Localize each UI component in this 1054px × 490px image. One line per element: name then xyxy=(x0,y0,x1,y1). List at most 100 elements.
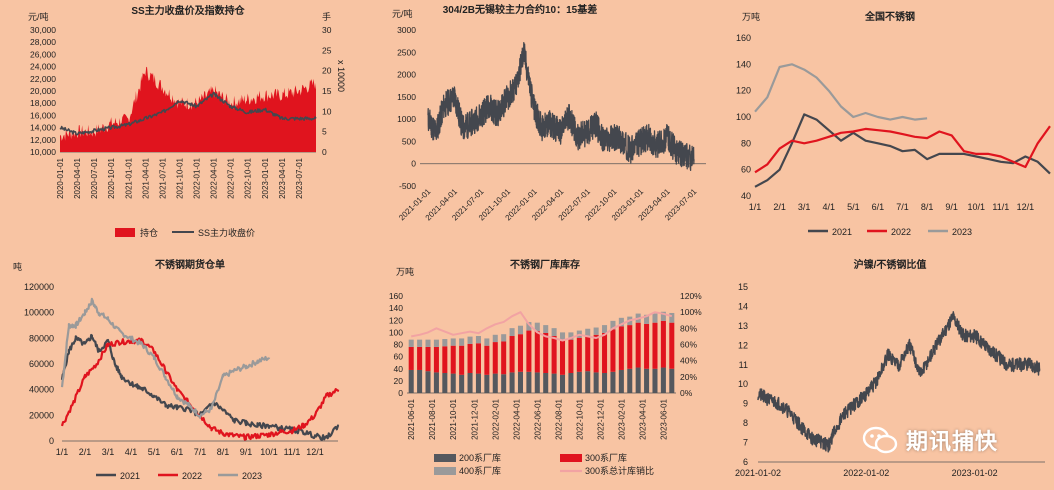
c5-bar-200 xyxy=(526,371,532,393)
c5-bar-400 xyxy=(425,339,431,347)
c6-ytick: 11 xyxy=(739,360,748,370)
c5-bar-400 xyxy=(459,338,465,346)
c2-ytick: 2000 xyxy=(397,70,416,80)
c5-bar-400 xyxy=(543,325,549,333)
c2-series-basis xyxy=(427,42,695,172)
c6-xtick: 2023-01-02 xyxy=(952,468,998,478)
c4-xtick: 8/1 xyxy=(217,447,230,457)
c1-y2tick: 0 xyxy=(322,147,327,157)
c5-y2tick: 60% xyxy=(680,340,697,350)
c1-ytick: 20,000 xyxy=(30,86,56,96)
c5-y2tick: 120% xyxy=(680,291,702,301)
c5-xtick: 2022-06-01 xyxy=(533,398,542,439)
c2-ytick: 2500 xyxy=(397,47,416,57)
c5-bar-200 xyxy=(433,372,439,393)
c5-bar-300 xyxy=(669,322,675,369)
c5-bar-300 xyxy=(442,346,448,373)
c5-bar-200 xyxy=(517,371,524,393)
c5-y2tick: 20% xyxy=(680,372,697,382)
c4-ytick: 120000 xyxy=(24,282,54,292)
c5-legend-0: 200系厂库 xyxy=(459,452,501,463)
c5-bar-200 xyxy=(408,369,414,393)
c2-ytick: 1000 xyxy=(397,114,416,124)
c5-bar-400 xyxy=(526,322,532,331)
c1-ytick: 28,000 xyxy=(30,37,56,47)
c4-ytick: 20000 xyxy=(29,410,54,420)
c5-bar-300 xyxy=(635,322,641,368)
c1-xtick: 2022-01-01 xyxy=(193,157,202,198)
c5-bar-200 xyxy=(475,373,481,393)
c4-xtick: 11/1 xyxy=(284,447,301,457)
c5-bar-300 xyxy=(534,331,540,373)
c2-ytick: 1500 xyxy=(397,92,416,102)
c3-legend-0: 2021 xyxy=(832,227,852,237)
c5-xtick: 2022-12-01 xyxy=(596,398,605,439)
c5-bar-200 xyxy=(660,367,666,393)
c1-xtick: 2020-07-01 xyxy=(90,157,99,198)
c6-ytick: 7 xyxy=(743,438,748,448)
c5-xtick: 2022-04-01 xyxy=(512,398,521,439)
c4-series-2023 xyxy=(60,297,271,419)
c5-bar-400 xyxy=(442,339,448,347)
c3-xtick: 11/1 xyxy=(992,202,1009,212)
c6-ytick: 15 xyxy=(738,282,748,292)
c5-bar-400 xyxy=(450,338,456,346)
c5-bar-400 xyxy=(593,327,599,335)
c5-bar-200 xyxy=(509,372,515,393)
c1-ytick: 22,000 xyxy=(30,74,56,84)
c3-ylabel: 万吨 xyxy=(742,11,760,22)
c5-ytick: 160 xyxy=(389,291,403,301)
c4-title: 不锈钢期货仓单 xyxy=(155,258,225,271)
c5-bar-300 xyxy=(652,322,658,369)
c5-bar-200 xyxy=(559,374,566,393)
c5-bar-400 xyxy=(618,317,624,327)
c5-bar-300 xyxy=(644,323,650,369)
c5-bar-300 xyxy=(602,332,608,373)
c5-bar-400 xyxy=(585,328,591,337)
c6-ytick: 10 xyxy=(738,379,748,389)
c4-series-2022 xyxy=(60,337,340,441)
c3-ytick: 140 xyxy=(736,59,751,69)
c1-ytick: 10,000 xyxy=(30,147,56,157)
c1-xtick: 2020-04-01 xyxy=(73,157,82,198)
c5-xtick: 2022-02-01 xyxy=(491,398,500,439)
c5-bar-200 xyxy=(635,367,641,393)
c5-xtick: 2021-06-01 xyxy=(407,398,416,439)
c3-ytick: 160 xyxy=(736,33,751,43)
c5-bar-200 xyxy=(644,368,650,393)
c5-xtick: 2023-04-01 xyxy=(638,398,647,439)
c4-xtick: 9/1 xyxy=(240,447,253,457)
c5-ytick: 20 xyxy=(394,376,404,386)
c5-legend-swatch-2 xyxy=(434,467,456,475)
c5-bar-200 xyxy=(450,373,456,393)
c5-bar-300 xyxy=(568,339,574,373)
watermark-text: 期讯捕快 xyxy=(906,430,999,455)
c5-bar-300 xyxy=(450,345,456,374)
c1-legend-1: SS主力收盘价 xyxy=(198,227,255,238)
c5-bar-200 xyxy=(669,368,675,393)
c5-xtick: 2022-08-01 xyxy=(554,398,563,439)
c5-legend-2: 400系厂库 xyxy=(459,465,501,476)
c3-xtick: 2/1 xyxy=(773,202,786,212)
c1-ytick: 30,000 xyxy=(30,25,56,35)
c1-y2label: 手 xyxy=(322,11,331,22)
c4-xtick: 3/1 xyxy=(102,447,115,457)
c4-ytick: 60000 xyxy=(29,359,54,369)
c6-xtick: 2021-01-02 xyxy=(735,468,781,478)
c6-series-ratio xyxy=(757,311,1041,453)
c6-xtick: 2022-01-02 xyxy=(843,468,889,478)
c5-xtick: 2021-12-01 xyxy=(470,398,479,439)
c6-ytick: 14 xyxy=(738,301,748,311)
c3-series-2021 xyxy=(754,113,1051,188)
c1-series-close-price xyxy=(59,91,317,136)
c1-ylabel: 元/吨 xyxy=(28,11,49,22)
c3-ytick: 120 xyxy=(736,86,751,96)
watermark: 期讯捕快 xyxy=(862,418,1052,462)
c5-bar-400 xyxy=(644,314,650,324)
c5-xtick: 2021-10-01 xyxy=(449,398,458,439)
c3-xtick: 12/1 xyxy=(1017,202,1035,212)
wechat-logo-icon xyxy=(862,426,898,454)
c5-legend-3: 300系总计库销比 xyxy=(585,465,654,476)
c6-title: 沪镍/不锈钢比值 xyxy=(854,258,927,271)
